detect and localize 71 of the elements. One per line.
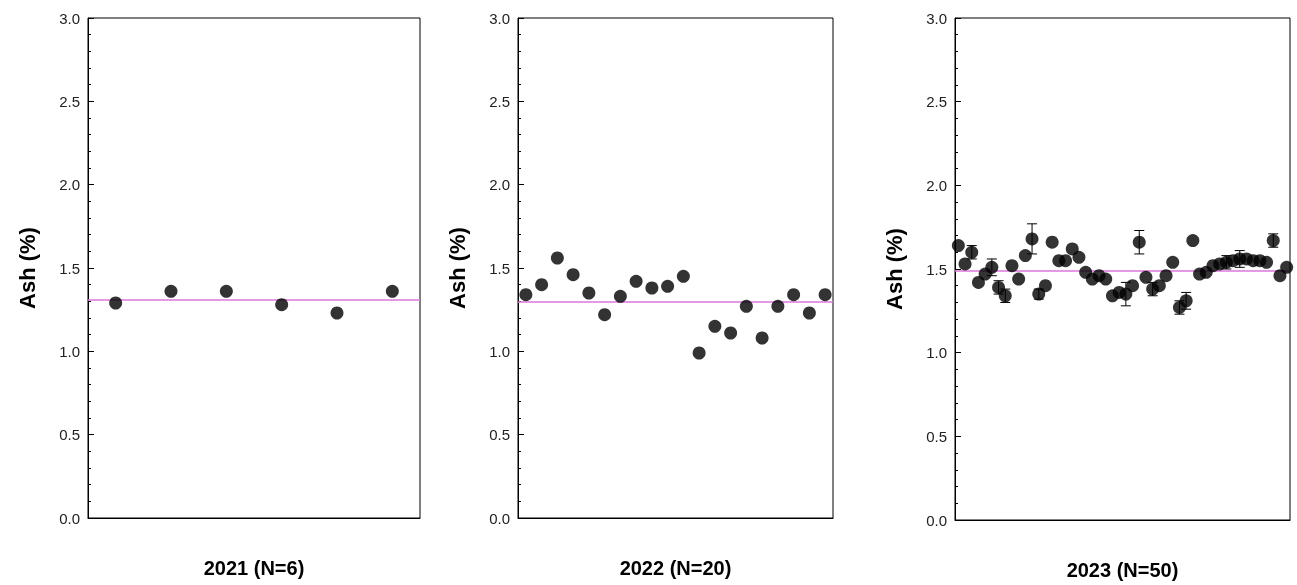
y-tick-label: 1.5 (59, 259, 80, 277)
y-tick-label: 1.0 (926, 344, 947, 362)
y-tick-label: 0.0 (59, 509, 80, 527)
point (1018, 249, 1032, 263)
point (1065, 242, 1079, 256)
point (1126, 279, 1140, 293)
point (1038, 279, 1052, 293)
y-tick-label: 0.5 (926, 427, 947, 445)
point (550, 251, 564, 265)
point (1166, 255, 1180, 269)
y-tick-label: 3.0 (59, 9, 80, 27)
point (771, 299, 785, 313)
point (613, 289, 627, 303)
y-axis-title: Ash (%) (14, 227, 40, 309)
point (1280, 260, 1294, 274)
point (676, 269, 690, 283)
point (692, 346, 706, 360)
y-tick-label: 0.5 (489, 426, 510, 444)
point (582, 286, 596, 300)
y-tick-label: 3.0 (489, 9, 510, 27)
point (739, 299, 753, 313)
x-axis-title: 2021 (N=6) (203, 557, 305, 579)
y-tick-label: 2.5 (926, 93, 947, 111)
y-tick-label: 0.0 (489, 509, 510, 527)
point (645, 281, 659, 295)
point (802, 306, 816, 320)
y-axis-title: Ash (%) (444, 227, 470, 309)
point (708, 319, 722, 333)
point (818, 288, 832, 302)
point (1045, 235, 1059, 249)
point (1059, 254, 1073, 268)
point (958, 257, 972, 271)
y-tick-label: 2.0 (489, 176, 510, 194)
y-tick-label: 0.0 (926, 511, 947, 529)
point (519, 288, 533, 302)
point (1072, 250, 1086, 264)
point (1159, 269, 1173, 283)
y-tick-label: 1.5 (926, 260, 947, 278)
point (629, 274, 643, 288)
point (1119, 287, 1133, 301)
y-tick-label: 3.0 (926, 9, 947, 27)
point (724, 326, 738, 340)
y-tick-label: 1.0 (59, 342, 80, 360)
point (1260, 255, 1274, 269)
y-axis-title: Ash (%) (881, 228, 907, 310)
point (1273, 269, 1287, 283)
point (971, 275, 985, 289)
point (1186, 234, 1200, 248)
point (951, 239, 965, 253)
point (598, 308, 612, 322)
y-tick-label: 2.5 (59, 92, 80, 110)
point (1152, 279, 1166, 293)
y-tick-label: 2.0 (59, 176, 80, 194)
point (1005, 259, 1019, 273)
point (787, 288, 801, 302)
y-tick-label: 1.0 (489, 342, 510, 360)
point (1025, 232, 1039, 246)
point (1012, 272, 1026, 286)
y-tick-label: 2.0 (926, 176, 947, 194)
point (1139, 270, 1153, 284)
point (535, 278, 549, 292)
point (755, 331, 769, 345)
point (1099, 272, 1113, 286)
y-tick-label: 1.5 (489, 259, 510, 277)
y-tick-label: 0.5 (59, 426, 80, 444)
point (1132, 235, 1146, 249)
point (661, 279, 675, 293)
x-axis-title: 2023 (N=50) (1066, 559, 1179, 581)
y-tick-label: 2.5 (489, 92, 510, 110)
point (566, 268, 580, 282)
x-axis-title: 2022 (N=20) (619, 557, 732, 579)
